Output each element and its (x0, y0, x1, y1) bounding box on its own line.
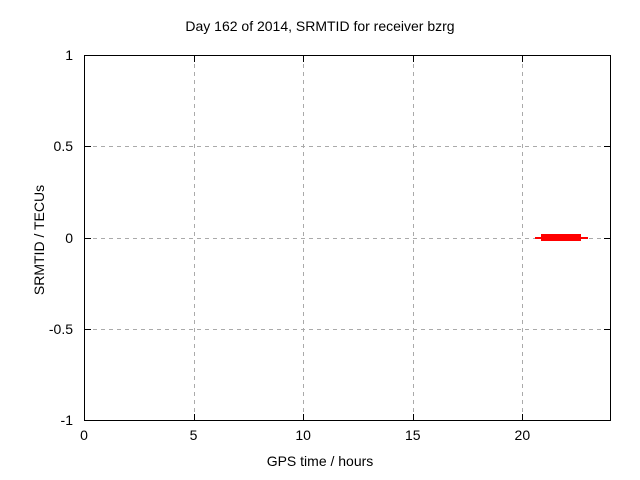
y-tick-mark (85, 420, 91, 421)
x-tick-mark-top (412, 56, 414, 62)
x-tick-label: 10 (295, 427, 311, 443)
x-tick-label: 0 (80, 427, 88, 443)
x-tick-mark-top (303, 56, 305, 62)
x-tick-mark-top (193, 56, 195, 62)
y-tick-label: -1 (60, 412, 73, 428)
y-tick-mark-right (604, 328, 610, 330)
x-tick-mark (84, 414, 85, 420)
gridline-horizontal (85, 146, 610, 148)
y-tick-mark (85, 55, 91, 56)
x-tick-mark (412, 414, 414, 420)
gridline-horizontal (85, 237, 610, 239)
x-tick-label: 20 (514, 427, 531, 443)
y-tick-mark-right (604, 237, 610, 239)
gridline-horizontal (85, 328, 610, 330)
x-tick-mark (303, 414, 305, 420)
y-tick-label: -0.5 (48, 320, 73, 337)
x-tick-mark-top (84, 56, 85, 62)
x-tick-mark (193, 414, 195, 420)
y-tick-mark-right (604, 420, 610, 421)
x-axis-label: GPS time / hours (266, 453, 374, 469)
chart-title: Day 162 of 2014, SRMTID for receiver bzr… (185, 18, 455, 34)
y-tick-mark (85, 328, 91, 330)
y-tick-label: 0 (65, 229, 73, 246)
y-tick-label: 0.5 (53, 138, 73, 155)
x-tick-label: 5 (189, 427, 198, 443)
y-tick-label: 1 (65, 47, 73, 63)
y-tick-mark (85, 237, 91, 239)
y-tick-mark-right (604, 146, 610, 148)
x-tick-label: 15 (404, 427, 421, 443)
data-series-segment (540, 234, 582, 241)
y-tick-mark (85, 146, 91, 148)
plot-area (84, 55, 611, 421)
y-tick-mark-right (604, 55, 610, 56)
x-tick-mark (522, 414, 524, 420)
x-tick-mark-top (522, 56, 524, 62)
